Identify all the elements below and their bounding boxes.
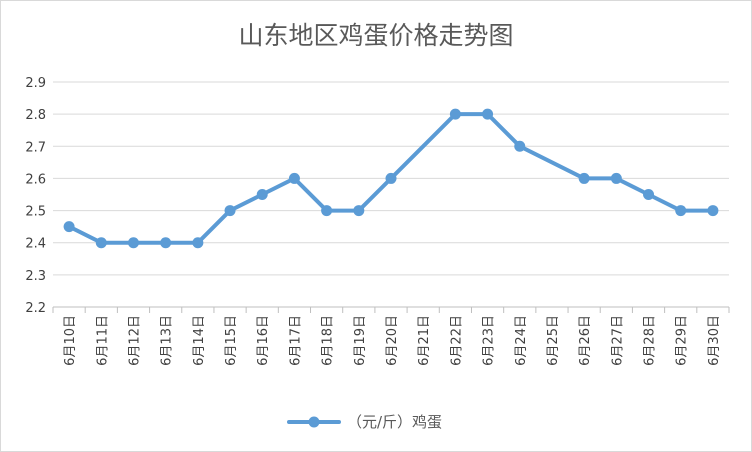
x-tick-label: 6月18日: [321, 315, 336, 366]
x-tick-label: 6月23日: [482, 315, 497, 366]
data-point: [160, 237, 172, 249]
x-tick-label: 6月12日: [127, 315, 142, 366]
y-tick-label: 2.7: [25, 140, 46, 155]
x-tick-label: 6月20日: [385, 315, 400, 366]
legend-label: （元/斤）鸡蛋: [347, 413, 442, 431]
x-tick-label: 6月19日: [353, 315, 368, 366]
data-point: [385, 172, 397, 184]
data-point: [449, 108, 461, 120]
x-tick-label: 6月29日: [675, 315, 690, 366]
x-tick-label: 6月14日: [192, 315, 207, 366]
y-tick-label: 2.8: [25, 108, 46, 123]
legend-point-marker: [308, 416, 320, 428]
x-tick-label: 6月30日: [707, 315, 722, 366]
y-tick-label: 2.9: [25, 76, 46, 91]
data-point: [192, 237, 204, 249]
chart-title: 山东地区鸡蛋价格走势图: [238, 21, 513, 50]
data-point: [610, 172, 622, 184]
data-point: [514, 140, 526, 152]
y-tick-label: 2.5: [25, 205, 46, 220]
legend: （元/斤）鸡蛋: [287, 413, 442, 431]
data-point: [95, 237, 107, 249]
grid-lines: [53, 81, 729, 308]
y-tick-label: 2.2: [25, 301, 46, 316]
x-tick-label: 6月17日: [288, 315, 303, 366]
x-tick-label: 6月16日: [256, 315, 271, 366]
x-tick-label: 6月22日: [449, 315, 464, 366]
y-tick-label: 2.6: [25, 172, 46, 187]
y-axis-ticks: 2.2 2.3 2.4 2.5 2.6 2.7 2.8 2.9: [25, 76, 46, 316]
x-tick-label: 6月21日: [417, 315, 432, 366]
x-tick-label: 6月13日: [160, 315, 175, 366]
x-tick-label: 6月26日: [578, 315, 593, 366]
x-tick-label: 6月10日: [63, 315, 78, 366]
x-tick-label: 6月24日: [514, 315, 529, 366]
data-point: [643, 189, 655, 200]
data-point: [256, 189, 268, 200]
data-point: [707, 205, 719, 217]
data-point: [482, 108, 494, 120]
data-point: [578, 172, 590, 184]
x-tick-label: 6月15日: [224, 315, 239, 366]
x-tick-label: 6月25日: [546, 315, 561, 366]
data-point: [288, 172, 300, 184]
data-point: [675, 205, 687, 217]
series-eggs: [63, 108, 719, 249]
y-tick-label: 2.3: [25, 269, 46, 284]
x-axis-tick-marks: [52, 307, 730, 313]
x-tick-label: 6月27日: [610, 315, 625, 366]
x-tick-label: 6月28日: [643, 315, 658, 366]
data-point: [63, 221, 75, 233]
y-tick-label: 2.4: [25, 237, 46, 252]
data-point: [321, 205, 333, 217]
x-tick-label: 6月11日: [95, 315, 110, 366]
data-point: [353, 205, 365, 217]
data-point: [127, 237, 139, 249]
x-axis-labels: 6月10日 6月11日 6月12日 6月13日 6月14日 6月15日 6月16日 6月17日…: [63, 315, 722, 366]
data-point: [224, 205, 236, 217]
